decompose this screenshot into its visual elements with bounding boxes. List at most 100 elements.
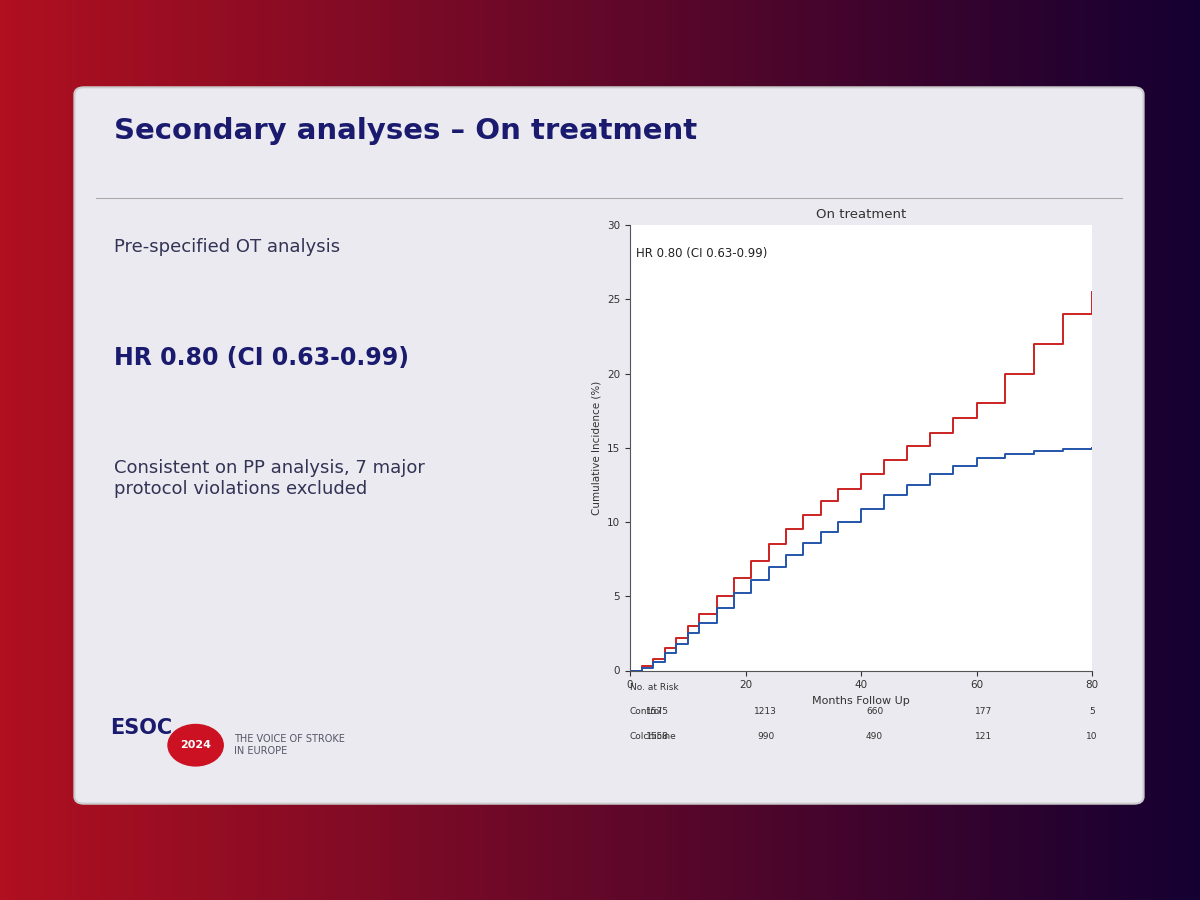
Bar: [924, 0, 931, 900]
Bar: [444, 0, 451, 900]
Bar: [648, 0, 655, 900]
Bar: [84, 0, 91, 900]
Bar: [618, 0, 625, 900]
Bar: [108, 0, 115, 900]
Bar: [426, 0, 433, 900]
Bar: [354, 0, 361, 900]
Bar: [408, 0, 415, 900]
Bar: [858, 0, 865, 900]
Bar: [600, 0, 607, 900]
Bar: [912, 0, 919, 900]
Bar: [678, 0, 685, 900]
Bar: [318, 0, 325, 900]
Bar: [222, 0, 229, 900]
Bar: [738, 0, 745, 900]
Bar: [1140, 0, 1147, 900]
Bar: [1008, 0, 1015, 900]
Bar: [12, 0, 19, 900]
Bar: [54, 0, 61, 900]
Bar: [204, 0, 211, 900]
Bar: [366, 0, 373, 900]
Bar: [198, 0, 205, 900]
Bar: [1128, 0, 1135, 900]
Bar: [192, 0, 199, 900]
Bar: [1014, 0, 1021, 900]
Bar: [336, 0, 343, 900]
Bar: [1098, 0, 1105, 900]
Bar: [180, 0, 187, 900]
Bar: [774, 0, 781, 900]
Bar: [870, 0, 877, 900]
Bar: [156, 0, 163, 900]
Bar: [1044, 0, 1051, 900]
Text: HR 0.80 (CI 0.63-0.99): HR 0.80 (CI 0.63-0.99): [114, 346, 409, 371]
Bar: [312, 0, 319, 900]
Bar: [306, 0, 313, 900]
Circle shape: [168, 724, 223, 766]
Bar: [630, 0, 637, 900]
Text: 121: 121: [974, 732, 992, 741]
Title: On treatment: On treatment: [816, 208, 906, 221]
Bar: [1152, 0, 1159, 900]
Bar: [228, 0, 235, 900]
Bar: [576, 0, 583, 900]
Bar: [822, 0, 829, 900]
Bar: [684, 0, 691, 900]
Bar: [390, 0, 397, 900]
Bar: [624, 0, 631, 900]
Bar: [126, 0, 133, 900]
Bar: [432, 0, 439, 900]
Bar: [522, 0, 529, 900]
X-axis label: Months Follow Up: Months Follow Up: [812, 696, 910, 706]
Bar: [456, 0, 463, 900]
Bar: [258, 0, 265, 900]
Bar: [42, 0, 49, 900]
Bar: [636, 0, 643, 900]
Bar: [942, 0, 949, 900]
Bar: [798, 0, 805, 900]
Bar: [930, 0, 937, 900]
Bar: [132, 0, 139, 900]
Text: Colchicine: Colchicine: [630, 732, 677, 741]
Bar: [438, 0, 445, 900]
Bar: [606, 0, 613, 900]
Bar: [804, 0, 811, 900]
Bar: [768, 0, 775, 900]
Bar: [882, 0, 889, 900]
Bar: [1020, 0, 1027, 900]
Text: Consistent on PP analysis, 7 major
protocol violations excluded: Consistent on PP analysis, 7 major proto…: [114, 459, 425, 498]
Bar: [528, 0, 535, 900]
Bar: [246, 0, 253, 900]
Bar: [1080, 0, 1087, 900]
Bar: [762, 0, 769, 900]
Bar: [66, 0, 73, 900]
Bar: [1002, 0, 1009, 900]
Bar: [30, 0, 37, 900]
Bar: [612, 0, 619, 900]
Bar: [1146, 0, 1153, 900]
Text: No. at Risk: No. at Risk: [630, 683, 679, 692]
Bar: [498, 0, 505, 900]
Bar: [288, 0, 295, 900]
Bar: [1068, 0, 1075, 900]
Bar: [414, 0, 421, 900]
Bar: [276, 0, 283, 900]
Bar: [378, 0, 385, 900]
Bar: [786, 0, 793, 900]
Bar: [60, 0, 67, 900]
Bar: [750, 0, 757, 900]
Bar: [462, 0, 469, 900]
Bar: [102, 0, 109, 900]
Bar: [300, 0, 307, 900]
Bar: [72, 0, 79, 900]
Text: THE VOICE OF STROKE
IN EUROPE: THE VOICE OF STROKE IN EUROPE: [234, 734, 344, 756]
Bar: [834, 0, 841, 900]
Bar: [1056, 0, 1063, 900]
Bar: [1062, 0, 1069, 900]
Bar: [402, 0, 409, 900]
Bar: [546, 0, 553, 900]
Bar: [1182, 0, 1189, 900]
Bar: [510, 0, 517, 900]
Bar: [0, 0, 7, 900]
Bar: [252, 0, 259, 900]
